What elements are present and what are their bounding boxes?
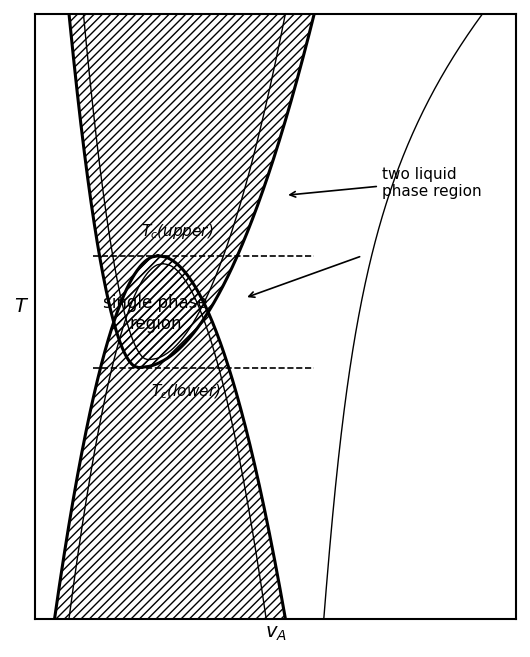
Text: single phase
region: single phase region bbox=[103, 294, 208, 332]
Text: two liquid
phase region: two liquid phase region bbox=[382, 167, 481, 199]
Polygon shape bbox=[55, 256, 285, 618]
Polygon shape bbox=[69, 14, 314, 368]
Text: $T_c$(lower): $T_c$(lower) bbox=[151, 383, 220, 401]
X-axis label: $v_A$: $v_A$ bbox=[265, 624, 287, 643]
Text: $T_c$(upper): $T_c$(upper) bbox=[141, 221, 214, 240]
Y-axis label: $T$: $T$ bbox=[14, 297, 29, 316]
